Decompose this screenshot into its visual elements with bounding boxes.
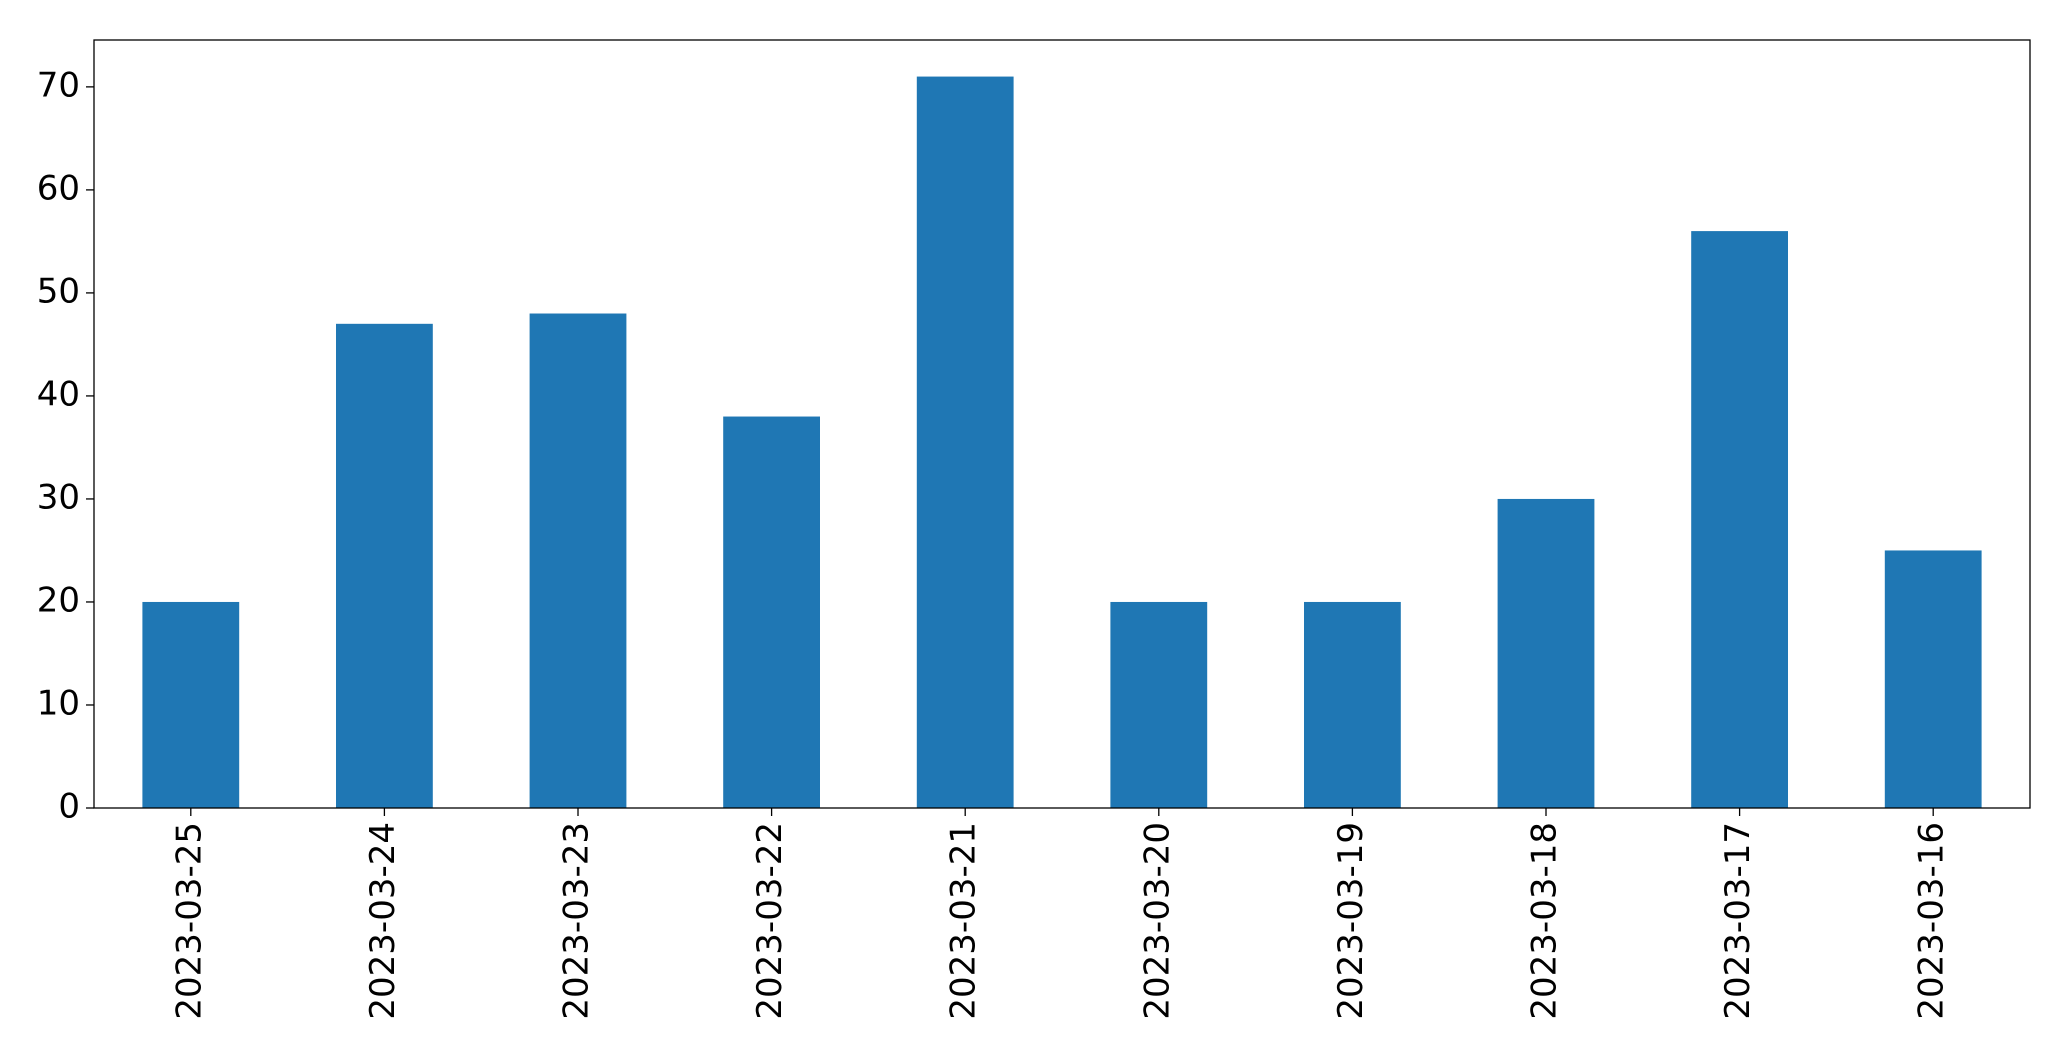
x-tick-label: 2023-03-21 [944, 822, 984, 1020]
y-tick-label: 10 [37, 683, 80, 723]
bar [1691, 231, 1788, 809]
x-tick-label: 2023-03-25 [169, 822, 209, 1020]
bar [723, 416, 820, 808]
y-tick-label: 0 [58, 787, 80, 827]
x-tick-label: 2023-03-18 [1525, 822, 1565, 1020]
y-tick-label: 60 [37, 168, 80, 208]
bar [336, 323, 433, 808]
y-tick-label: 30 [37, 477, 80, 517]
bar [916, 76, 1014, 809]
y-tick-label: 40 [37, 374, 80, 414]
plot-frame [93, 39, 2031, 809]
x-tick-label: 2023-03-22 [750, 822, 790, 1020]
bar [142, 601, 240, 808]
bar [1304, 601, 1401, 808]
x-tick-label: 2023-03-20 [1137, 822, 1177, 1020]
x-tick-label: 2023-03-16 [1912, 822, 1952, 1020]
x-tick-label: 2023-03-23 [557, 822, 597, 1020]
bar [1110, 601, 1208, 808]
bar [1497, 498, 1595, 808]
y-tick-label: 70 [37, 65, 80, 105]
bar [529, 313, 627, 808]
x-tick-label: 2023-03-19 [1331, 822, 1371, 1020]
y-tick-label: 20 [37, 580, 80, 620]
x-tick-label: 2023-03-24 [363, 822, 403, 1020]
y-tick-label: 50 [37, 271, 80, 311]
x-tick-label: 2023-03-17 [1718, 822, 1758, 1020]
bar [1884, 550, 1982, 808]
